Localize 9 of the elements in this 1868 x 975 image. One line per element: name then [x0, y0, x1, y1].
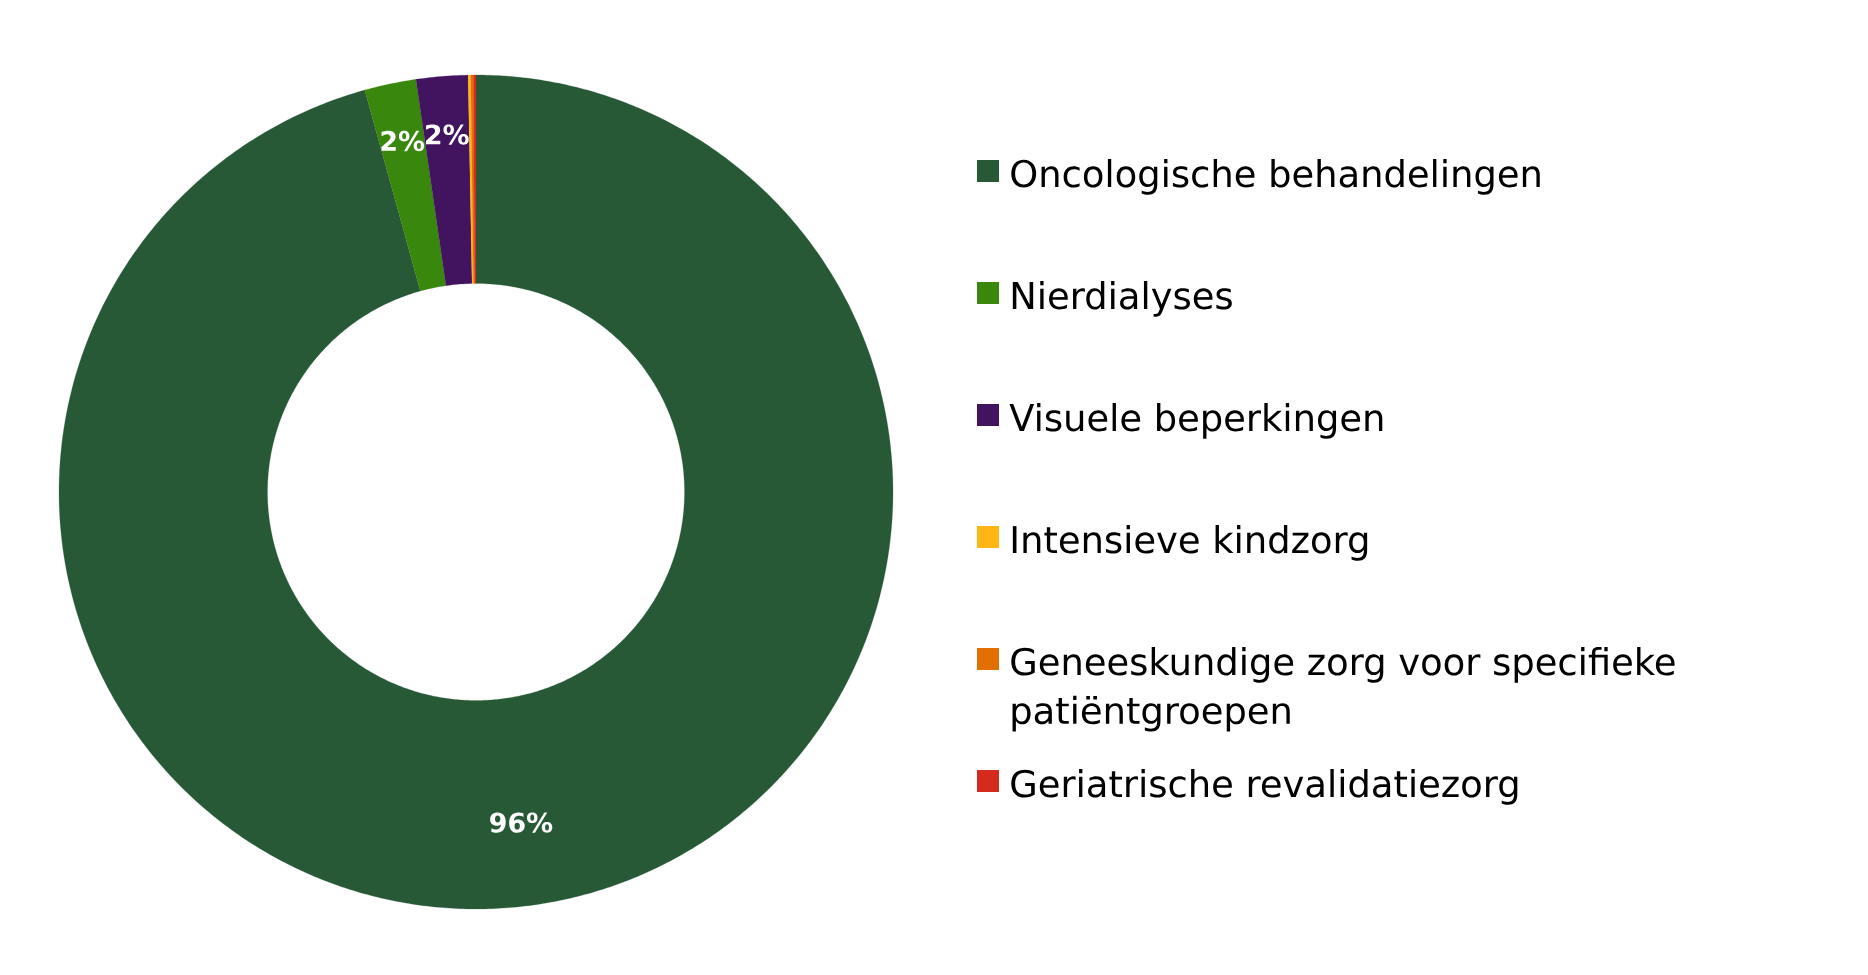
- legend-label: Visuele beperkingen: [1009, 403, 1383, 439]
- data-label: 96%: [490, 812, 553, 833]
- legend-label: Intensieve kindzorg: [1012, 525, 1368, 561]
- legend-label: Oncologische behandelingen: [1011, 158, 1540, 195]
- legend-label: Nierdialyses: [1012, 281, 1232, 317]
- data-label: 2%: [381, 130, 425, 152]
- legend-label: Geriatrische revalidatiezorg: [1011, 769, 1518, 805]
- legend-label: Geneeskundige zorg voor specifieke patiëntgroepen: [1011, 647, 1675, 732]
- data-label: 2%: [426, 124, 469, 145]
